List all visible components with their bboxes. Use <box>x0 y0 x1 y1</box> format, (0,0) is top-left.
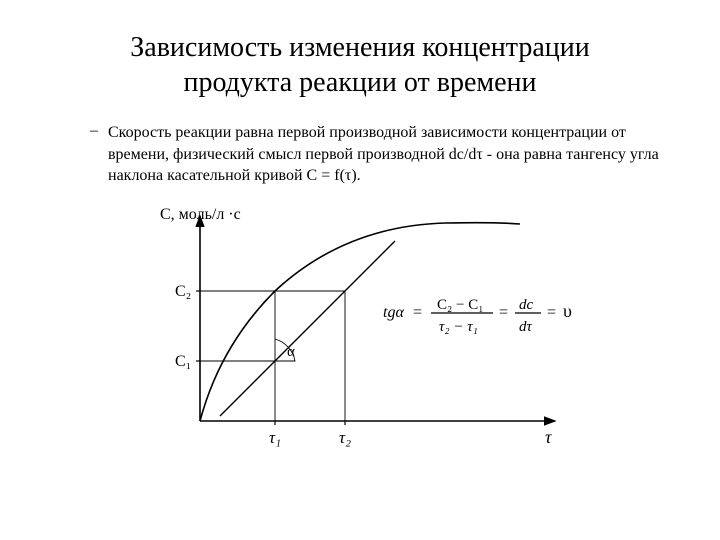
svg-text:τ₁: τ₁ <box>269 428 281 447</box>
svg-text:dτ: dτ <box>519 319 533 335</box>
bullet-dash-icon: – <box>90 122 98 187</box>
svg-text:α: α <box>287 344 295 360</box>
svg-text:=: = <box>547 304 556 321</box>
svg-text:tgα: tgα <box>383 304 404 321</box>
svg-text:C₂: C₂ <box>175 283 191 300</box>
title-line-1: Зависимость изменения концентрации <box>130 32 590 63</box>
svg-text:τ₂: τ₂ <box>339 428 351 447</box>
svg-text:υ: υ <box>563 301 572 321</box>
svg-text:C, моль/л ·с: C, моль/л ·с <box>160 206 241 223</box>
title-line-2: продукта реакции от времени <box>183 67 536 98</box>
svg-text:C₂ − C₁: C₂ − C₁ <box>437 297 483 313</box>
bullet-text: Скорость реакции равна первой производно… <box>108 122 670 187</box>
page-title: Зависимость изменения концентрации проду… <box>50 30 670 100</box>
svg-text:dc: dc <box>519 297 534 313</box>
chart-container: C, моль/л ·с τ C₁ C₂ τ₁ τ₂ α tgα = C₂ − C₁ τ₂ − τ₁… <box>50 201 670 466</box>
svg-text:=: = <box>499 304 508 321</box>
svg-text:τ: τ <box>545 427 552 447</box>
concentration-time-chart: C, моль/л ·с τ C₁ C₂ τ₁ τ₂ α tgα = C₂ − C₁ τ₂ − τ₁… <box>125 201 595 466</box>
svg-text:=: = <box>413 304 422 321</box>
svg-text:τ₂ − τ₁: τ₂ − τ₁ <box>439 319 478 335</box>
bullet-item: – Скорость реакции равна первой производ… <box>50 122 670 187</box>
svg-text:C₁: C₁ <box>175 353 191 370</box>
